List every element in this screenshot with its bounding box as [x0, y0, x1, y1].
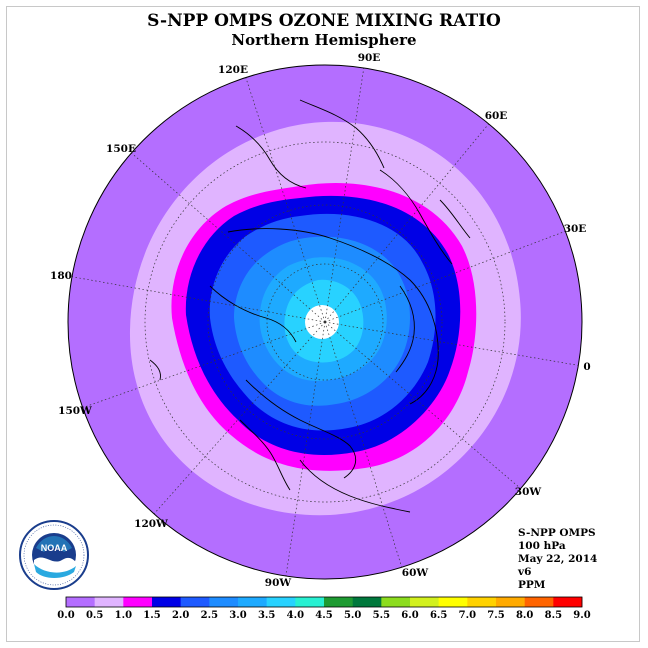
info-instrument: S-NPP OMPS [518, 527, 596, 539]
polar-map [68, 65, 582, 579]
lon-label-120w: 120W [134, 518, 168, 530]
colorbar-tick-label: 0.0 [57, 610, 74, 621]
colorbar-swatch [324, 597, 353, 607]
logo-text: NOAA [41, 543, 68, 553]
colorbar-tick-label: 3.0 [229, 610, 246, 621]
colorbar-swatch [553, 597, 583, 607]
colorbar-tick-label: 1.0 [115, 610, 132, 621]
noaa-logo: NOAA [19, 520, 89, 590]
colorbar-tick-label: 6.0 [401, 610, 418, 621]
colorbar-swatch [66, 597, 95, 607]
colorbar-swatch [94, 597, 124, 607]
graticule [68, 65, 582, 579]
colorbar-swatch [266, 597, 296, 607]
info-units: PPM [518, 579, 546, 591]
lon-label-60e: 60E [485, 110, 508, 122]
lon-label-30e: 30E [564, 223, 587, 235]
colorbar-swatch [467, 597, 497, 607]
info-version: v6 [517, 566, 531, 578]
no-data-pole [305, 305, 339, 339]
colorbar-tick-label: 0.5 [86, 610, 103, 621]
colorbar-tick-label: 8.0 [516, 610, 533, 621]
colorbar-tick-label: 9.0 [573, 610, 590, 621]
colorbar-tick-label: 7.5 [487, 610, 504, 621]
figure-subtitle: Northern Hemisphere [231, 31, 416, 49]
info-level: 100 hPa [518, 540, 566, 552]
colorbar-tick-label: 3.5 [258, 610, 275, 621]
colorbar-tick-label: 2.0 [172, 610, 189, 621]
lon-label-90e: 90E [358, 52, 381, 64]
colorbar-swatch [438, 597, 468, 607]
lon-label-90w: 90W [265, 577, 292, 589]
colorbar: 0.0 0.5 1.0 1.5 2.0 2.5 3.0 3.5 4.0 4.5 5.0 5.5 6.0 6… [57, 596, 591, 621]
colorbar-swatch [352, 597, 382, 607]
colorbar-tick-label: 5.0 [344, 610, 361, 621]
colorbar-swatch [295, 597, 325, 607]
colorbar-swatch [123, 597, 153, 607]
coastlines [149, 99, 471, 513]
colorbar-swatch [180, 597, 210, 607]
colorbar-tick-label: 8.5 [545, 610, 562, 621]
colorbar-swatch [238, 597, 267, 607]
colorbar-tick-label: 1.5 [143, 610, 160, 621]
info-block: S-NPP OMPS 100 hPa May 22, 2014 v6 PPM [517, 527, 597, 591]
colorbar-swatch [496, 597, 525, 607]
info-date: May 22, 2014 [518, 553, 597, 565]
colorbar-swatch [524, 597, 554, 607]
colorbar-swatch [209, 597, 239, 607]
colorbar-swatch [410, 597, 439, 607]
colorbar-border [65, 596, 583, 608]
lon-label-0: 0 [583, 361, 590, 373]
colorbar-tick-label: 5.5 [373, 610, 390, 621]
figure-title: S-NPP OMPS OZONE MIXING RATIO [147, 11, 501, 31]
colorbar-swatch [381, 597, 411, 607]
colorbar-swatch [152, 597, 181, 607]
lon-label-150w: 150W [58, 405, 92, 417]
lon-label-60w: 60W [402, 567, 429, 579]
map-boundary [67, 64, 583, 580]
colorbar-tick-label: 2.5 [201, 610, 218, 621]
colorbar-tick-label: 7.0 [459, 610, 476, 621]
colorbar-tick-label: 4.0 [287, 610, 304, 621]
longitude-labels: 90E 60E 30E 0 30W 60W 90W 120W 150W 180 … [50, 52, 591, 589]
colorbar-tick-label: 4.5 [315, 610, 332, 621]
lon-label-30w: 30W [515, 486, 542, 498]
lon-label-180: 180 [50, 270, 72, 282]
lon-label-120e: 120E [218, 64, 248, 76]
lon-label-150e: 150E [106, 143, 136, 155]
colorbar-tick-label: 6.5 [430, 610, 447, 621]
